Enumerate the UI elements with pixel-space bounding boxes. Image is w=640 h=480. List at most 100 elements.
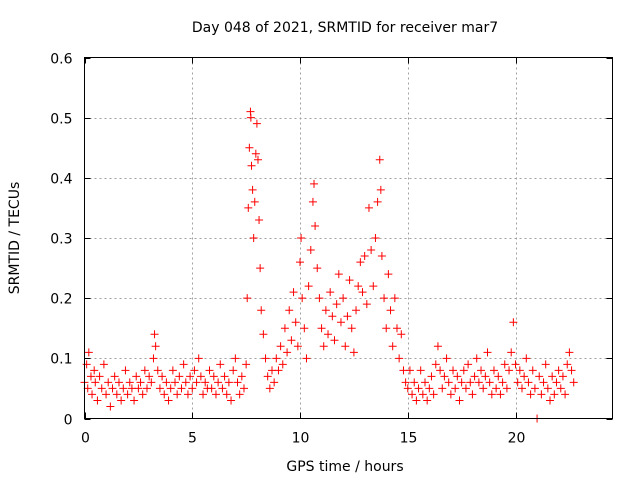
- data-point: [181, 378, 190, 387]
- data-point: [494, 372, 503, 381]
- data-point: [459, 366, 468, 375]
- data-point: [438, 384, 447, 393]
- y-tick-label: 0: [64, 413, 73, 429]
- data-point: [164, 396, 173, 405]
- data-point: [186, 372, 195, 381]
- data-point: [149, 354, 158, 363]
- data-point: [308, 197, 317, 206]
- data-point: [158, 372, 167, 381]
- data-point: [535, 372, 544, 381]
- data-point: [565, 348, 574, 357]
- x-tick-label: 0: [81, 431, 90, 447]
- data-point: [233, 378, 242, 387]
- data-point: [524, 378, 533, 387]
- data-point: [218, 384, 227, 393]
- data-point: [377, 252, 386, 261]
- data-point: [483, 348, 492, 357]
- data-point: [500, 360, 509, 369]
- x-tick-label: 10: [292, 431, 310, 447]
- data-point: [373, 197, 382, 206]
- data-point: [201, 378, 210, 387]
- data-point: [173, 390, 182, 399]
- data-point: [91, 378, 100, 387]
- data-point: [492, 384, 501, 393]
- data-point: [567, 366, 576, 375]
- data-point: [317, 324, 326, 333]
- data-point: [330, 336, 339, 345]
- data-point: [466, 378, 475, 387]
- data-point: [442, 354, 451, 363]
- data-point: [487, 390, 496, 399]
- data-point: [216, 360, 225, 369]
- data-point: [461, 384, 470, 393]
- data-point: [121, 366, 130, 375]
- data-point: [537, 390, 546, 399]
- data-point: [175, 372, 184, 381]
- data-point: [155, 384, 164, 393]
- data-point: [209, 372, 218, 381]
- data-point: [300, 324, 309, 333]
- data-point: [380, 294, 389, 303]
- data-point: [315, 294, 324, 303]
- data-point: [247, 161, 256, 170]
- data-point: [390, 294, 399, 303]
- data-point: [470, 372, 479, 381]
- data-point: [285, 306, 294, 315]
- plot-frame: [84, 57, 613, 419]
- grid: [84, 57, 613, 419]
- data-point: [382, 324, 391, 333]
- data-point: [259, 330, 268, 339]
- y-tick-label: 0.2: [50, 292, 72, 308]
- data-point: [401, 378, 410, 387]
- data-point: [97, 384, 106, 393]
- data-point: [296, 258, 305, 267]
- y-tick-label: 0.4: [50, 172, 72, 188]
- data-point: [360, 252, 369, 261]
- data-point: [388, 342, 397, 351]
- data-point: [235, 390, 244, 399]
- data-point: [550, 390, 559, 399]
- data-point: [248, 185, 257, 194]
- data-point: [84, 348, 93, 357]
- data-point: [256, 264, 265, 273]
- data-point: [324, 330, 333, 339]
- data-point: [145, 372, 154, 381]
- data-point: [539, 378, 548, 387]
- data-point: [552, 378, 561, 387]
- data-point: [498, 378, 507, 387]
- data-point: [384, 270, 393, 279]
- data-point: [171, 378, 180, 387]
- data-point: [242, 360, 251, 369]
- x-axis-label: GPS time / hours: [286, 459, 403, 475]
- data-point: [505, 366, 514, 375]
- data-point: [433, 342, 442, 351]
- data-point: [243, 294, 252, 303]
- data-point: [485, 378, 494, 387]
- data-point: [412, 396, 421, 405]
- data-point: [517, 384, 526, 393]
- data-point: [429, 390, 438, 399]
- data-point: [287, 336, 296, 345]
- data-point: [321, 306, 330, 315]
- data-point: [108, 384, 117, 393]
- data-point: [142, 384, 151, 393]
- data-point: [86, 372, 95, 381]
- data-point: [244, 203, 253, 212]
- data-point: [214, 378, 223, 387]
- data-point: [179, 360, 188, 369]
- data-point: [150, 330, 159, 339]
- y-axis-label: SRMTID / TECUs: [7, 182, 23, 295]
- data-point: [147, 378, 156, 387]
- data-point: [569, 378, 578, 387]
- data-point: [257, 306, 266, 315]
- data-point: [194, 354, 203, 363]
- data-points: [80, 107, 578, 423]
- data-point: [561, 390, 570, 399]
- data-point: [418, 390, 427, 399]
- data-point: [354, 282, 363, 291]
- data-point: [548, 372, 557, 381]
- data-point: [192, 378, 201, 387]
- data-point: [468, 390, 477, 399]
- data-point: [416, 366, 425, 375]
- data-point: [436, 366, 445, 375]
